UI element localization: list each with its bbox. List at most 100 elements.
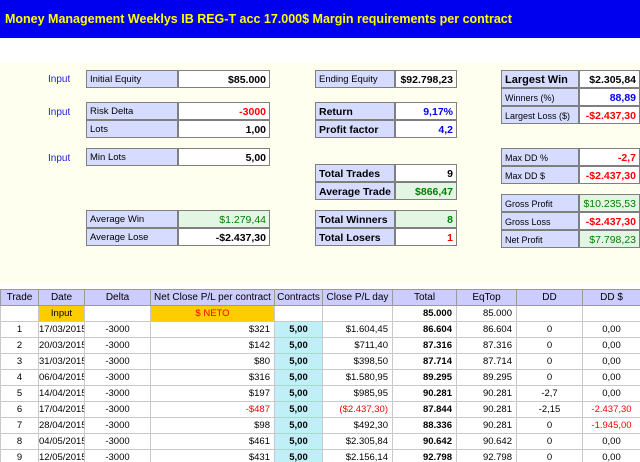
contracts-cell: 5,00 — [274, 337, 323, 354]
ending-equity-value: $92.798,23 — [395, 70, 457, 88]
table-row: 7 28/04/2015 -3000 $98 5,00 $492,30 88.336 90.2… — [0, 417, 640, 434]
input-label: Input — [48, 153, 71, 164]
delta-cell: -3000 — [84, 321, 151, 338]
net-close-pl-cell: $316 — [150, 369, 275, 386]
table-row: 5 14/04/2015 -3000 $197 5,00 $985,95 90.281 90.… — [0, 385, 640, 402]
ending-equity-label: Ending Equity — [315, 70, 395, 88]
delta-cell: -3000 — [84, 369, 151, 386]
neto-cell[interactable]: $ NETO — [150, 305, 275, 322]
column-header: Trade — [0, 289, 39, 306]
cell — [516, 305, 583, 322]
initial-equity-label: Initial Equity — [86, 70, 178, 88]
close-pl-day-cell: $711,40 — [322, 337, 393, 354]
date-cell: 31/03/2015 — [38, 353, 85, 370]
close-pl-day-cell: $2.305,84 — [322, 433, 393, 450]
profit-factor-value: 4,2 — [395, 120, 457, 138]
net-close-pl-cell: $431 — [150, 449, 275, 462]
eqtop-cell: 90.281 — [456, 417, 517, 434]
average-lose-label: Average Lose — [86, 228, 178, 246]
top-blank-area — [0, 38, 640, 62]
summary-panel: Input Initial Equity $85.000 Input Risk … — [0, 62, 640, 284]
trade-number-cell: 3 — [0, 353, 39, 370]
contracts-cell: 5,00 — [274, 433, 323, 450]
close-pl-day-cell: ($2.437,30) — [322, 401, 393, 418]
net-close-pl-cell: $197 — [150, 385, 275, 402]
average-trade-label: Average Trade — [315, 182, 395, 200]
initial-equity-value[interactable]: $85.000 — [178, 70, 270, 88]
delta-cell: -3000 — [84, 401, 151, 418]
dd-cell: 0 — [516, 417, 583, 434]
cell — [0, 305, 39, 322]
eqtop-cell: 85.000 — [456, 305, 517, 322]
column-header: DD — [516, 289, 583, 306]
trade-number-cell: 7 — [0, 417, 39, 434]
total-cell: 92.798 — [392, 449, 457, 462]
largest-loss-value: -$2.437,30 — [579, 106, 640, 124]
eqtop-cell: 90.281 — [456, 385, 517, 402]
dd-cell: -2,15 — [516, 401, 583, 418]
input-cell[interactable]: Input — [38, 305, 85, 322]
input-row: Input $ NETO 85.000 85.000 — [0, 305, 640, 322]
sheet-title: Money Management Weeklys IB REG-T acc 17… — [0, 0, 640, 38]
date-cell: 28/04/2015 — [38, 417, 85, 434]
total-losers-label: Total Losers — [315, 228, 395, 246]
eqtop-cell: 90.642 — [456, 433, 517, 450]
table-row: 9 12/05/2015 -3000 $431 5,00 $2.156,14 92.798 9… — [0, 449, 640, 462]
dd-usd-cell: 0,00 — [582, 353, 640, 370]
gross-loss-value: -$2.437,30 — [579, 212, 640, 230]
net-profit-label: Net Profit — [501, 230, 579, 248]
eqtop-cell: 87.714 — [456, 353, 517, 370]
dd-usd-cell: 0,00 — [582, 321, 640, 338]
contracts-cell: 5,00 — [274, 449, 323, 462]
date-cell: 06/04/2015 — [38, 369, 85, 386]
min-lots-value[interactable]: 5,00 — [178, 148, 270, 166]
column-header: Contracts — [274, 289, 323, 306]
dd-cell: 0 — [516, 433, 583, 450]
delta-cell: -3000 — [84, 353, 151, 370]
close-pl-day-cell: $398,50 — [322, 353, 393, 370]
column-header: Delta — [84, 289, 151, 306]
date-cell: 17/03/2015 — [38, 321, 85, 338]
date-cell: 04/05/2015 — [38, 433, 85, 450]
total-cell: 90.642 — [392, 433, 457, 450]
net-close-pl-cell: -$487 — [150, 401, 275, 418]
table-row: 4 06/04/2015 -3000 $316 5,00 $1.580,95 89.295 8… — [0, 369, 640, 386]
column-header: Close P/L day — [322, 289, 393, 306]
table-row: 1 17/03/2015 -3000 $321 5,00 $1.604,45 86.604 8… — [0, 321, 640, 338]
total-cell: 85.000 — [392, 305, 457, 322]
column-header: EqTop — [456, 289, 517, 306]
dd-usd-cell: 0,00 — [582, 369, 640, 386]
total-winners-value: 8 — [395, 210, 457, 228]
delta-cell: -3000 — [84, 337, 151, 354]
max-dd-usd-value: -$2.437,30 — [579, 166, 640, 184]
profit-factor-label: Profit factor — [315, 120, 395, 138]
cell — [582, 305, 640, 322]
max-dd-usd-label: Max DD $ — [501, 166, 579, 184]
net-close-pl-cell: $321 — [150, 321, 275, 338]
net-close-pl-cell: $98 — [150, 417, 275, 434]
close-pl-day-cell: $985,95 — [322, 385, 393, 402]
table-row: 8 04/05/2015 -3000 $461 5,00 $2.305,84 90.642 9… — [0, 433, 640, 450]
gross-profit-label: Gross Profit — [501, 194, 579, 212]
eqtop-cell: 92.798 — [456, 449, 517, 462]
min-lots-label: Min Lots — [86, 148, 178, 166]
lots-value[interactable]: 1,00 — [178, 120, 270, 138]
total-cell: 86.604 — [392, 321, 457, 338]
risk-delta-value[interactable]: -3000 — [178, 102, 270, 120]
table-row: 6 17/04/2015 -3000 -$487 5,00 ($2.437,30) 87.8… — [0, 401, 640, 418]
dd-cell: 0 — [516, 353, 583, 370]
close-pl-day-cell: $492,30 — [322, 417, 393, 434]
dd-usd-cell: -2.437,30 — [582, 401, 640, 418]
contracts-cell: 5,00 — [274, 417, 323, 434]
trade-number-cell: 6 — [0, 401, 39, 418]
dd-usd-cell: -1.945,00 — [582, 417, 640, 434]
total-cell: 88.336 — [392, 417, 457, 434]
return-label: Return — [315, 102, 395, 120]
cell — [274, 305, 323, 322]
eqtop-cell: 86.604 — [456, 321, 517, 338]
total-losers-value: 1 — [395, 228, 457, 246]
risk-delta-label: Risk Delta — [86, 102, 178, 120]
eqtop-cell: 89.295 — [456, 369, 517, 386]
column-header: Total — [392, 289, 457, 306]
cell — [322, 305, 393, 322]
